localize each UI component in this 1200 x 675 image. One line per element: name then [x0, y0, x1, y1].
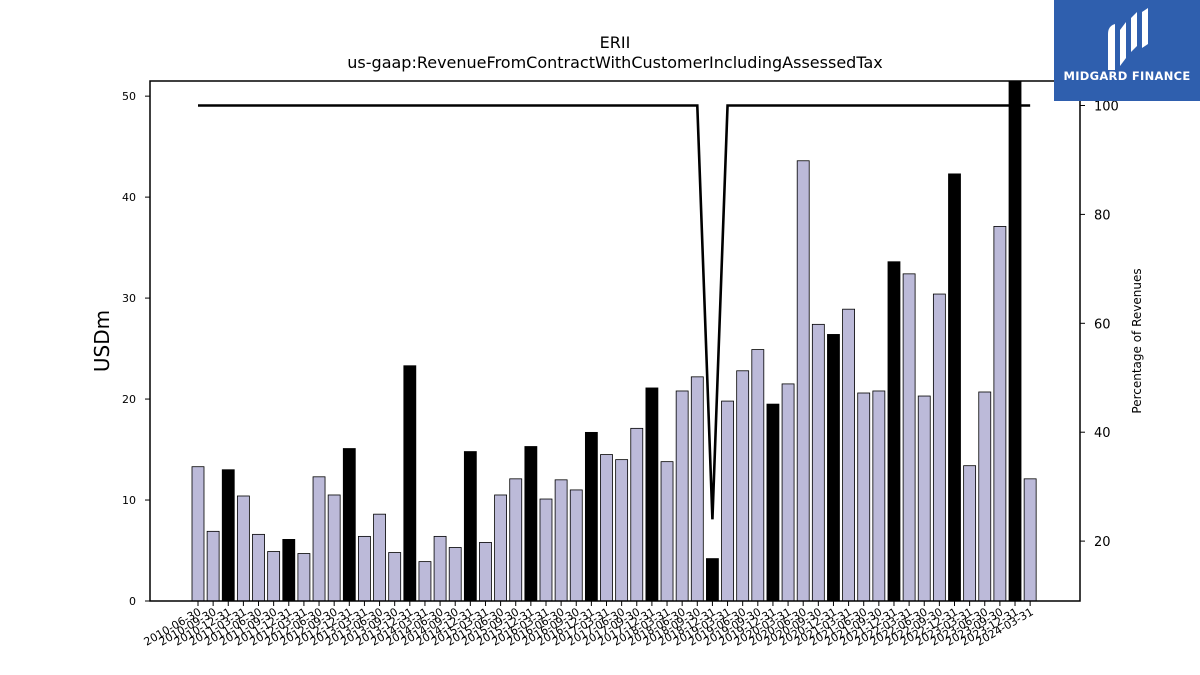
bar-2023-09-30: [993, 225, 1007, 602]
bars-group: [191, 80, 1037, 602]
bar-2013-06-30: [373, 513, 386, 602]
bar-2012-09-30: [327, 494, 341, 602]
bar-2013-09-30: [388, 552, 402, 602]
bar-2014-03-31: [418, 561, 432, 602]
bar-2011-12-31: [282, 539, 296, 602]
bar-2016-03-31: [539, 498, 553, 602]
bar-2013-12-31: [403, 365, 417, 602]
left-y-axis: 0 10 20 30 40 50: [122, 90, 150, 608]
bar-2016-06-30: [554, 479, 568, 602]
bar-2015-06-30: [494, 494, 508, 602]
bar-2017-03-31: [600, 454, 613, 602]
bar-2020-06-30: [796, 160, 810, 602]
bar-2021-03-31: [842, 308, 855, 602]
chart-title: ERII: [600, 33, 631, 52]
bar-2014-09-30: [448, 547, 462, 602]
bar-2021-06-30: [857, 392, 871, 602]
bar-2011-06-30: [252, 533, 265, 602]
bar-2023-12-31: [1008, 80, 1022, 602]
bar-2018-09-30: [690, 376, 704, 602]
brand-name: MIDGARD FINANCE: [1063, 69, 1191, 83]
bar-2015-03-31: [479, 542, 492, 602]
bar-2018-06-30: [675, 390, 689, 602]
chart-subtitle: us-gaap:RevenueFromContractWithCustomerI…: [347, 53, 882, 72]
bar-2012-06-30: [312, 476, 326, 602]
right-y-axis: 20 40 60 80 100: [1080, 100, 1119, 550]
bar-2021-09-30: [872, 390, 886, 602]
bar-2019-09-30: [751, 349, 765, 602]
bar-2015-12-31: [524, 446, 538, 602]
bar-2022-09-30: [932, 293, 946, 602]
left-tick-label: 40: [122, 191, 136, 204]
plot-frame: [149, 80, 1081, 602]
right-tick-label: 20: [1094, 535, 1111, 550]
bar-2012-12-31: [342, 448, 356, 602]
bar-2019-12-31: [766, 403, 780, 602]
bar-2010-12-31: [221, 469, 235, 602]
bar-2021-12-31: [887, 261, 901, 602]
bar-2017-06-30: [615, 459, 629, 602]
left-tick-label: 30: [122, 292, 136, 305]
bar-2018-12-31: [706, 558, 719, 602]
percentage-line: [198, 104, 1031, 520]
midgard-logo-icon: [1108, 8, 1148, 70]
bar-2022-12-31: [948, 173, 961, 602]
left-tick-label: 0: [129, 595, 136, 608]
right-tick-label: 100: [1094, 100, 1119, 115]
bar-2023-06-30: [978, 391, 992, 602]
bar-2020-03-31: [781, 383, 795, 602]
right-tick-label: 40: [1094, 426, 1111, 441]
bar-2015-09-30: [509, 478, 523, 602]
bar-2011-03-31: [236, 495, 250, 602]
midgard-finance-logo: MIDGARD FINANCE: [1054, 0, 1200, 101]
left-tick-label: 20: [122, 393, 136, 406]
bar-2018-03-31: [660, 461, 674, 602]
x-axis: 2010-06-302010-09-302010-12-312011-03-31…: [142, 601, 1036, 649]
bar-2024-03-31: [1023, 478, 1037, 602]
bar-2012-03-31: [297, 553, 311, 602]
left-tick-label: 50: [122, 90, 136, 103]
bar-2022-06-30: [917, 395, 931, 602]
bar-2019-06-30: [736, 370, 750, 602]
bar-2023-03-31: [963, 465, 977, 602]
bar-2017-12-31: [645, 387, 659, 602]
bar-2011-09-30: [267, 551, 281, 602]
bar-2020-09-30: [811, 323, 825, 602]
left-tick-label: 10: [122, 494, 136, 507]
bar-2022-03-31: [902, 273, 916, 602]
bar-2013-03-31: [358, 535, 371, 602]
right-tick-label: 60: [1094, 317, 1111, 332]
bar-2010-06-30: [191, 466, 205, 602]
bar-2016-12-31: [584, 431, 598, 602]
y-axis-label-left: USDm: [90, 310, 114, 372]
bar-2014-12-31: [463, 451, 477, 602]
bar-2017-09-30: [630, 427, 644, 602]
y-axis-label-right: Percentage of Revenues: [1130, 268, 1144, 413]
percentage-line-group: [198, 104, 1031, 520]
bar-2014-06-30: [433, 535, 447, 602]
bar-2010-09-30: [206, 530, 220, 602]
bar-2016-09-30: [569, 489, 583, 602]
bar-2020-12-31: [827, 334, 840, 602]
bar-2019-03-31: [721, 400, 734, 602]
right-tick-label: 80: [1094, 208, 1111, 223]
